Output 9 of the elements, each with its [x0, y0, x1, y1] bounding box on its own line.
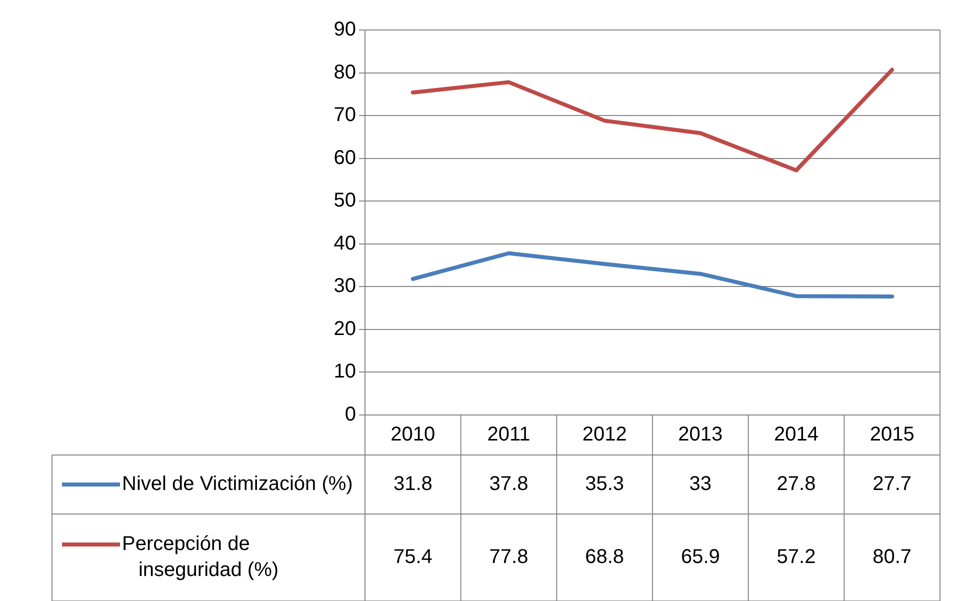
y-tick-label: 60: [334, 146, 356, 169]
y-tick-label: 50: [334, 190, 356, 212]
y-tick-label: 70: [334, 104, 356, 126]
y-tick-label: 20: [334, 318, 356, 340]
y-tick-label: 80: [334, 61, 356, 84]
y-tick-label: 10: [334, 360, 356, 383]
y-tick-label: 30: [334, 275, 356, 298]
y-tick-label: 90: [334, 18, 356, 41]
y-tick-label: 40: [334, 232, 356, 254]
